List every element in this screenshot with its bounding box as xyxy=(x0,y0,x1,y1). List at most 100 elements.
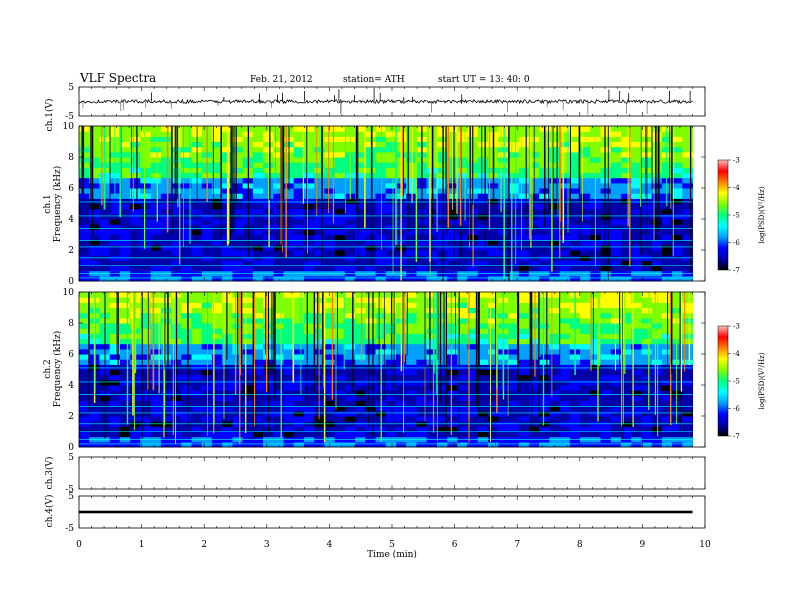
ch2-spec-cell xyxy=(314,323,325,329)
ch2-spec-cell xyxy=(160,395,172,401)
ch2-spec-cell xyxy=(140,364,151,370)
ch1-spec-cell xyxy=(119,146,131,153)
ch1-spec-cell xyxy=(436,167,448,173)
ch2-spec-cell xyxy=(620,359,632,365)
ch2-spec-cell xyxy=(590,359,601,365)
ch1-spec-cell xyxy=(549,198,560,204)
ch1-spec-cell xyxy=(181,172,192,179)
ch2-spec-cell xyxy=(314,385,325,391)
ch2-spec-cell xyxy=(436,431,448,438)
ch2-spec-cell xyxy=(651,364,663,370)
ch1-spec-cell xyxy=(273,265,284,272)
ch2-spec-cell xyxy=(447,379,458,386)
ch2-spec-cell xyxy=(416,390,428,396)
ch2-spec-cell xyxy=(426,431,438,438)
ch2-spec-cell xyxy=(416,297,428,303)
ch2-spec-cell xyxy=(334,426,346,432)
ch1-spec-cell xyxy=(375,131,387,137)
ch1-spec-cell xyxy=(211,141,223,148)
ch1-spec-cell xyxy=(355,239,366,246)
ch1-spec-cell xyxy=(211,177,223,184)
ch2-spec-cell xyxy=(651,333,663,339)
ch2-spec-cell xyxy=(140,323,151,329)
ch2-spec-cell xyxy=(528,328,540,334)
ch2-spec-cell xyxy=(569,400,581,407)
ch1-spec-cell xyxy=(344,219,356,225)
ch2-spec-cell xyxy=(620,328,632,334)
ch1-spec-cell xyxy=(569,208,581,215)
ch2-spec-cell xyxy=(672,297,683,303)
ch2-spec-cell xyxy=(211,328,223,334)
ch2-spec-cell xyxy=(303,395,315,401)
ch2-spec-cell xyxy=(109,379,121,386)
ch1-spec-cell xyxy=(672,244,683,251)
ch1-spec-cell xyxy=(661,229,673,235)
ch1-spec-cell xyxy=(252,141,264,148)
ch1-spec-cell xyxy=(355,198,366,204)
ch1-spec-cell xyxy=(365,265,376,272)
ch1-spec-cell xyxy=(600,198,612,204)
ch2-spec-cell xyxy=(651,328,663,334)
ch2-spec-cell xyxy=(109,364,121,370)
ch1-spec-cell xyxy=(263,167,274,173)
ch1-spec-cell xyxy=(610,131,622,137)
ch1-spec-cell xyxy=(89,265,100,272)
ch1-spec-cell xyxy=(201,213,213,220)
ch1-spec-cell xyxy=(508,244,520,251)
ch1-spec-cell xyxy=(426,234,438,241)
ch2-spec-cell xyxy=(344,323,356,329)
ch2-spec-cell xyxy=(528,312,540,319)
ch2-spec-cell xyxy=(426,317,438,324)
ch1-spec-cell xyxy=(119,136,131,142)
ch2-spec-cell xyxy=(283,317,295,324)
ch2-spec-cell xyxy=(283,390,295,396)
ch1-spec-cell xyxy=(477,151,489,158)
ch2-spec-cell xyxy=(211,307,223,314)
ch2-spec-cell xyxy=(416,359,428,365)
ch2-spec-cell xyxy=(365,410,376,417)
ch1-spec-cell xyxy=(580,265,591,272)
ch2-spec-cell xyxy=(109,416,121,422)
ch2-spec-cell xyxy=(324,395,336,401)
ch1-spec-cell xyxy=(89,213,100,220)
ch1-spec-cell xyxy=(130,182,141,189)
ch2-spec-cell xyxy=(365,395,376,401)
ch2-spec-cell xyxy=(590,312,601,319)
ch2-spec-cell xyxy=(181,400,192,407)
ch1-spec-cell xyxy=(171,172,182,179)
ch2-spec-cell xyxy=(436,297,448,303)
ch1-spec-cell xyxy=(303,188,315,194)
ch1-spec-cell xyxy=(631,250,642,256)
ch2-spec-cell xyxy=(477,426,489,432)
ch2-spec-cell xyxy=(467,395,479,401)
ch2-spec-cell xyxy=(150,390,162,396)
ch2-spec-cell xyxy=(477,405,489,412)
ch1-spec-cell xyxy=(252,136,264,142)
ch2-spec-cell xyxy=(303,297,315,303)
ch1-spec-cell xyxy=(436,239,448,246)
ch2-spec-cell xyxy=(130,385,141,391)
ch1-spec-cell xyxy=(508,234,520,241)
ch2-spec-cell xyxy=(620,364,632,370)
ch2-spec-cell xyxy=(610,348,622,355)
ch2-spec-cell xyxy=(559,292,571,298)
ch2-spec-cell xyxy=(109,431,121,438)
ch1-spec-cell xyxy=(682,239,693,246)
ch2-spec-cell xyxy=(89,416,100,422)
ch1-spec-cell xyxy=(385,260,397,266)
ch2-spec-cell xyxy=(559,374,571,381)
ch2-spec-cell xyxy=(314,328,325,334)
ch2-spec-cell xyxy=(590,400,601,407)
ch2-spec-cell xyxy=(283,307,295,314)
ch1-spec-cell xyxy=(263,131,274,137)
ch2-spec-cell xyxy=(436,359,448,365)
ch2-spec-cell xyxy=(283,348,295,355)
ch1-spec-cell xyxy=(89,208,100,215)
ch1-spec-cell xyxy=(119,229,131,235)
ch1-spec-cell xyxy=(150,146,162,153)
ch2-spec-cell xyxy=(467,379,479,386)
ch2-spec-cell xyxy=(293,441,305,448)
ch2-spec-cell xyxy=(590,348,601,355)
ch2-spec-cell xyxy=(283,302,295,308)
ch1-spec-cell xyxy=(355,229,366,235)
